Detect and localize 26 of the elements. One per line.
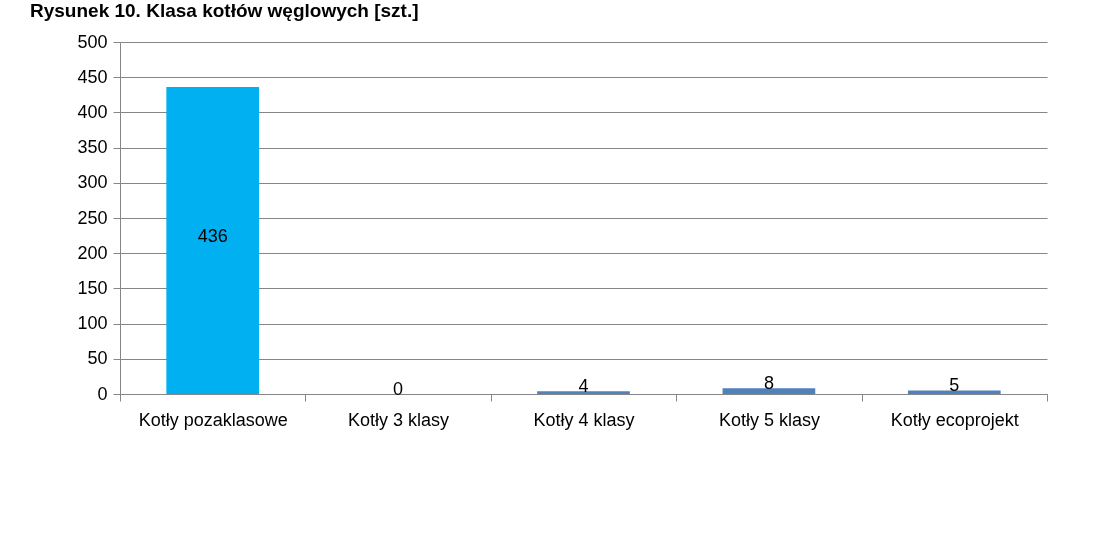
y-tick-label: 500 (77, 31, 108, 52)
y-tick-label: 150 (77, 277, 108, 298)
y-tick-label: 50 (87, 348, 108, 369)
y-tick-label: 300 (77, 172, 108, 193)
y-tick-label: 0 (97, 383, 108, 404)
chart-title: Rysunek 10. Klasa kotłów węglowych [szt.] (30, 0, 419, 21)
y-tick-label: 100 (77, 313, 108, 334)
y-tick-label: 450 (77, 66, 108, 87)
data-label: 5 (949, 375, 960, 396)
data-label: 436 (197, 225, 228, 246)
x-tick-label: Kotły 3 klasy (348, 409, 450, 430)
x-tick-label: Kotły 5 klasy (718, 409, 820, 430)
bar (166, 87, 260, 394)
x-tick-label: Kotły 4 klasy (533, 409, 635, 430)
bar (907, 390, 1001, 394)
bar (722, 388, 816, 394)
bar (537, 391, 630, 394)
x-tick-label: Kotły ecoprojekt (890, 409, 1019, 430)
y-tick-label: 250 (77, 207, 108, 228)
data-label: 4 (578, 376, 589, 397)
x-tick-label: Kotły pozaklasowe (138, 409, 288, 430)
y-tick-label: 200 (77, 242, 108, 263)
data-label: 8 (763, 373, 774, 394)
data-label: 0 (393, 379, 404, 399)
y-tick-label: 350 (77, 137, 108, 158)
y-tick-label: 400 (77, 101, 108, 122)
